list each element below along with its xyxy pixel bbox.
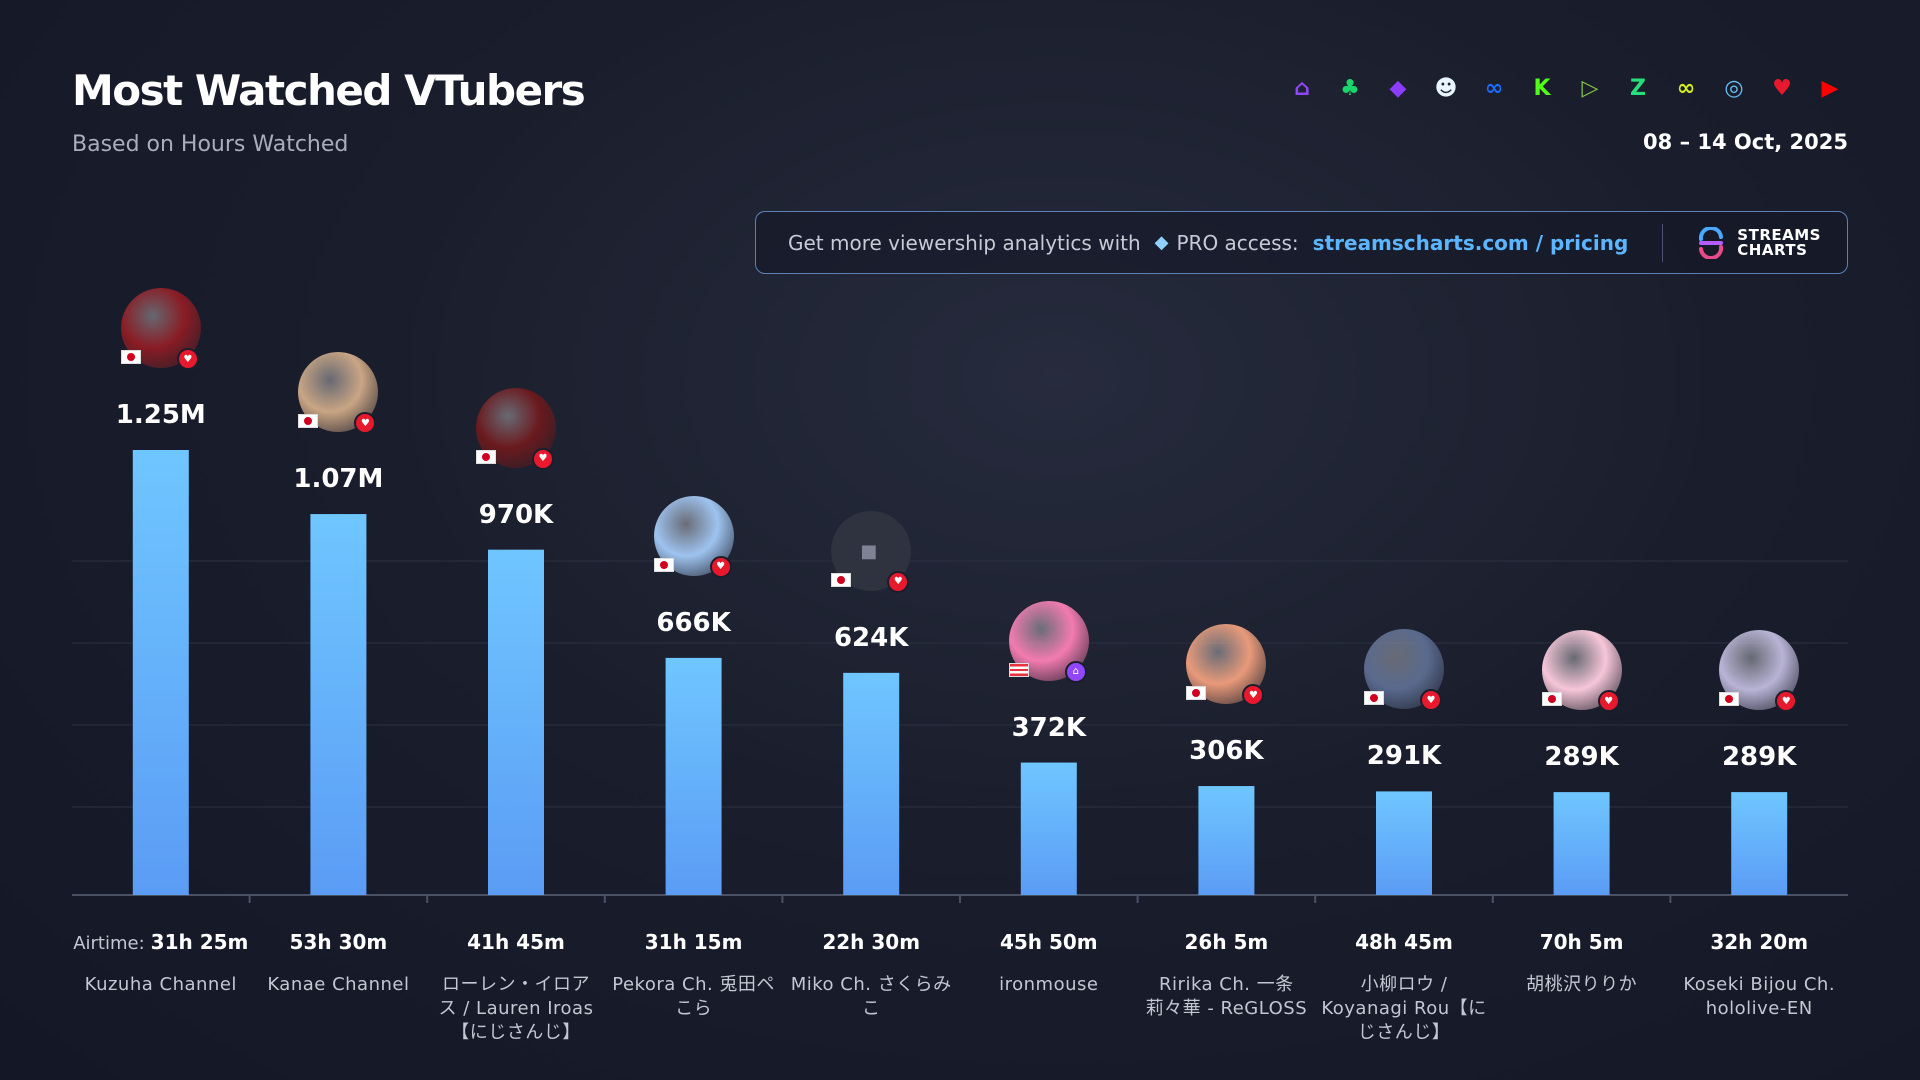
youtube-badge-icon: ♥	[887, 570, 910, 593]
airtime-value: 26h 5m	[1184, 930, 1269, 954]
bar-value-label: 289K	[1544, 742, 1619, 773]
youtube-badge-icon: ♥	[1242, 684, 1265, 707]
bigo-icon: ☻	[1434, 75, 1458, 101]
youtube-badge-icon: ♥	[532, 447, 554, 470]
bar-3	[488, 549, 544, 895]
promo-divider	[1662, 223, 1664, 262]
bar-value-label: 289K	[1721, 742, 1797, 773]
japan-flag-icon	[653, 557, 674, 572]
channel-name[interactable]: 胡桃沢りりか	[1526, 974, 1638, 995]
japan-flag-icon	[1364, 691, 1384, 706]
japan-flag-icon	[120, 350, 141, 364]
airtime-value: 70h 5m	[1539, 930, 1624, 954]
zoom-like-icon: Z	[1630, 75, 1646, 101]
platform-icons: ⌂ ♣ ◆ ☻ ∞ K ▷ Z ∞ ◎ ♥ ▶	[1284, 70, 1848, 106]
japan-flag-icon	[1719, 692, 1740, 707]
pricing-link[interactable]: streamscharts.com / pricing	[1312, 230, 1629, 255]
bar-value-label: 624K	[833, 622, 909, 653]
youtube-badge-icon: ♥	[354, 412, 377, 435]
bar-value-label: 306K	[1189, 736, 1264, 767]
bar-4	[665, 657, 722, 895]
airtime-value: 32h 20m	[1710, 930, 1809, 954]
airtime-value: 41h 45m	[467, 930, 565, 954]
youtube-badge-icon: ♥	[1597, 690, 1620, 713]
rumble-icon: ▷	[1581, 75, 1599, 101]
vk-play-icon: ∞	[1484, 75, 1504, 101]
channel-name[interactable]: 小柳ロウ / Koyanagi Rou【に じさんじ】	[1321, 974, 1487, 1043]
bar-value-label: 291K	[1366, 741, 1442, 772]
japan-flag-icon	[1541, 692, 1562, 707]
steam-icon: ◎	[1724, 75, 1744, 101]
streams-charts-logo-text: STREAMS CHARTS	[1737, 225, 1821, 259]
youtube-badge-icon: ♥	[176, 348, 199, 370]
channel-name[interactable]: Kuzuha Channel	[84, 974, 237, 995]
bar-value-label: 1.25M	[115, 400, 206, 430]
bar-7	[1198, 786, 1255, 895]
channel-name[interactable]: Koseki Bijou Ch. hololive-EN	[1683, 974, 1836, 1019]
kick-like-icon: ◆	[1389, 75, 1407, 101]
twitch-badge-icon: ⌂	[1064, 660, 1087, 683]
channel-name[interactable]: Kanae Channel	[267, 974, 410, 995]
bar-1	[132, 450, 189, 895]
bar-10	[1731, 792, 1788, 895]
bar-6	[1020, 762, 1077, 895]
channel-name[interactable]: Miko Ch. さくらみこ	[790, 974, 952, 1019]
trovo-icon: ♣	[1340, 75, 1360, 101]
page-title: Most Watched VTubers	[72, 66, 586, 115]
japan-flag-icon	[476, 449, 496, 464]
bar-value-label: 1.07M	[293, 464, 384, 495]
bar-8	[1376, 791, 1432, 895]
channel-name[interactable]: ローレン・イロアス / Lauren Iroas 【にじさんじ】	[438, 974, 594, 1043]
twitch-icon: ⌂	[1294, 75, 1310, 101]
streams-charts-logo[interactable]: STREAMS CHARTS	[1695, 225, 1821, 259]
diamond-icon: ◆	[1154, 232, 1169, 253]
airtime-value: 53h 30m	[289, 930, 388, 954]
infinity-icon: ∞	[1676, 75, 1696, 101]
page-subtitle: Based on Hours Watched	[72, 132, 349, 157]
bar-value-label: 372K	[1011, 712, 1086, 743]
airtime-value: 45h 50m	[999, 930, 1098, 954]
bar-9	[1553, 792, 1610, 895]
channel-name[interactable]: ironmouse	[999, 974, 1099, 995]
youtube-badge-icon: ♥	[1775, 690, 1798, 713]
promo-text: Get more viewership analytics with	[788, 230, 1141, 255]
promo-banner[interactable]: Get more viewership analytics with ◆ PRO…	[755, 211, 1848, 274]
youtube-badge-icon: ♥	[709, 555, 732, 578]
airtime-value: Airtime: 31h 25m	[73, 930, 249, 954]
airtime-value: 48h 45m	[1355, 930, 1453, 954]
streams-charts-logo-icon	[1699, 226, 1724, 259]
youtube-badge-icon: ♥	[1420, 689, 1442, 712]
airtime-value: 31h 15m	[644, 930, 743, 954]
japan-flag-icon	[298, 414, 319, 429]
channel-name[interactable]: Ririka Ch. 一条 莉々華 - ReGLOSS	[1145, 974, 1308, 1019]
airtime-prefix-label: Airtime:	[73, 933, 145, 954]
airtime-value: 22h 30m	[822, 930, 921, 954]
puerto-rico-flag-icon	[1008, 662, 1029, 677]
date-range: 08 – 14 Oct, 2025	[1643, 130, 1848, 154]
bar-5	[843, 672, 900, 895]
kick-icon: K	[1533, 75, 1551, 101]
bar-2	[310, 514, 367, 895]
bar-value-label: 970K	[478, 499, 554, 530]
youtube-icon: ▶	[1821, 75, 1839, 101]
japan-flag-icon	[1186, 686, 1207, 701]
promo-pro-label: PRO access:	[1176, 230, 1299, 255]
japan-flag-icon	[831, 572, 852, 587]
heart-icon: ♥	[1772, 75, 1792, 101]
video-camera-icon: ■	[860, 540, 878, 562]
bar-value-label: 666K	[656, 607, 731, 638]
channel-name[interactable]: Pekora Ch. 兎田ペ こら	[612, 974, 775, 1019]
